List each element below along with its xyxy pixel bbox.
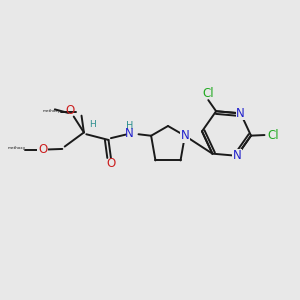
- Text: O: O: [38, 143, 47, 156]
- Text: H: H: [126, 121, 133, 131]
- Text: Cl: Cl: [268, 128, 279, 142]
- Text: H: H: [89, 119, 96, 128]
- Text: N: N: [232, 149, 241, 162]
- Text: N: N: [236, 107, 245, 120]
- Text: methoxy: methoxy: [42, 110, 61, 113]
- Text: O: O: [106, 158, 116, 170]
- Text: O: O: [65, 104, 75, 117]
- Text: N: N: [181, 129, 189, 142]
- Text: Cl: Cl: [202, 87, 214, 100]
- Text: N: N: [125, 128, 134, 140]
- Text: methoxy: methoxy: [8, 146, 26, 150]
